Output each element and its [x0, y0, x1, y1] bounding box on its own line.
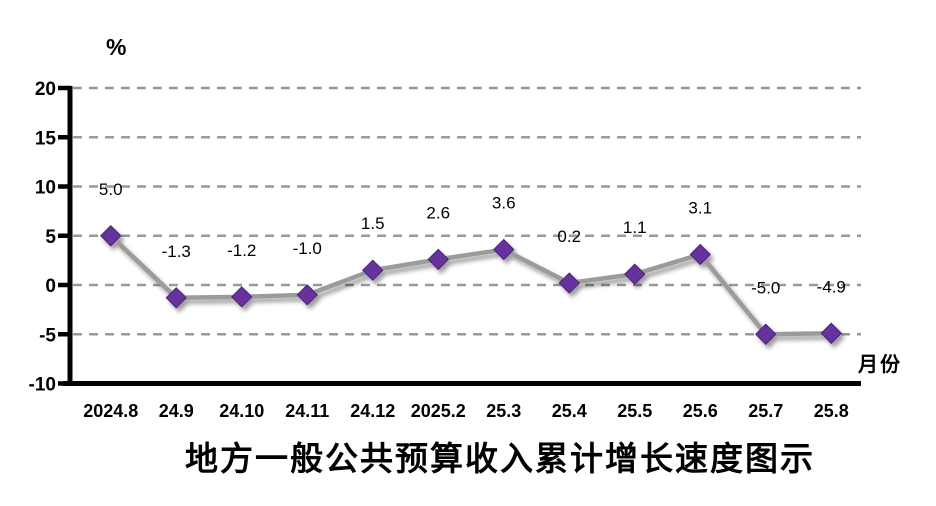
x-axis-category-label: 25.6	[683, 401, 718, 421]
x-axis-category-label: 25.4	[552, 401, 587, 421]
x-axis-title: 月份	[858, 352, 902, 376]
y-axis-tick-label: 0	[45, 276, 56, 297]
data-point-label: 1.5	[361, 214, 385, 233]
data-point-label: 1.1	[623, 218, 647, 237]
data-point-marker	[100, 225, 122, 247]
y-axis-tick-label: 15	[35, 128, 57, 149]
x-axis-category-label: 24.12	[350, 401, 395, 421]
y-axis-unit-label: %	[106, 34, 127, 60]
data-point-label: -1.2	[227, 241, 256, 260]
y-axis-tick-label: 20	[35, 79, 56, 100]
data-point-marker	[689, 243, 711, 266]
data-point-label: 3.6	[492, 194, 516, 213]
data-point-marker	[558, 272, 580, 294]
data-point-marker	[820, 322, 842, 344]
chart-title: 地方一般公共预算收入累计增长速度图示	[185, 439, 815, 478]
data-point-marker	[231, 286, 253, 308]
x-axis-category-label: 25.7	[748, 401, 783, 421]
y-axis-tick-label: 5	[45, 227, 56, 248]
data-point-marker	[165, 287, 187, 309]
data-point-marker	[427, 248, 449, 271]
data-point-label: 2.6	[426, 203, 450, 222]
x-axis-category-label: 24.9	[159, 401, 194, 421]
x-axis-category-label: 24.10	[219, 401, 264, 421]
data-point-marker	[362, 259, 384, 281]
data-point-label: -5.0	[751, 278, 780, 297]
series-line	[108, 233, 834, 337]
data-point-label: 5.0	[99, 180, 123, 199]
data-point-label: 0.2	[557, 227, 581, 246]
x-axis-category-label: 24.11	[285, 401, 329, 421]
data-point-marker	[296, 284, 318, 306]
x-axis-category-label: 25.3	[486, 401, 521, 421]
data-point-label: -4.9	[817, 277, 846, 296]
x-axis-category-label: 25.8	[814, 401, 849, 421]
data-point-label: -1.0	[293, 239, 322, 258]
x-axis-category-label: 2025.2	[411, 401, 466, 421]
y-axis-tick-label: -5	[39, 325, 56, 346]
data-point-label: 3.1	[688, 198, 712, 217]
y-axis-tick-label: -10	[29, 375, 56, 396]
y-axis-tick-label: 10	[35, 178, 56, 199]
x-axis-category-label: 25.5	[617, 401, 652, 421]
data-point-label: -1.3	[162, 242, 191, 261]
x-axis-category-label: 2024.8	[83, 401, 138, 421]
data-point-marker	[493, 238, 515, 261]
data-point-marker	[755, 323, 777, 345]
data-series	[100, 225, 842, 345]
data-point-marker	[624, 263, 646, 285]
